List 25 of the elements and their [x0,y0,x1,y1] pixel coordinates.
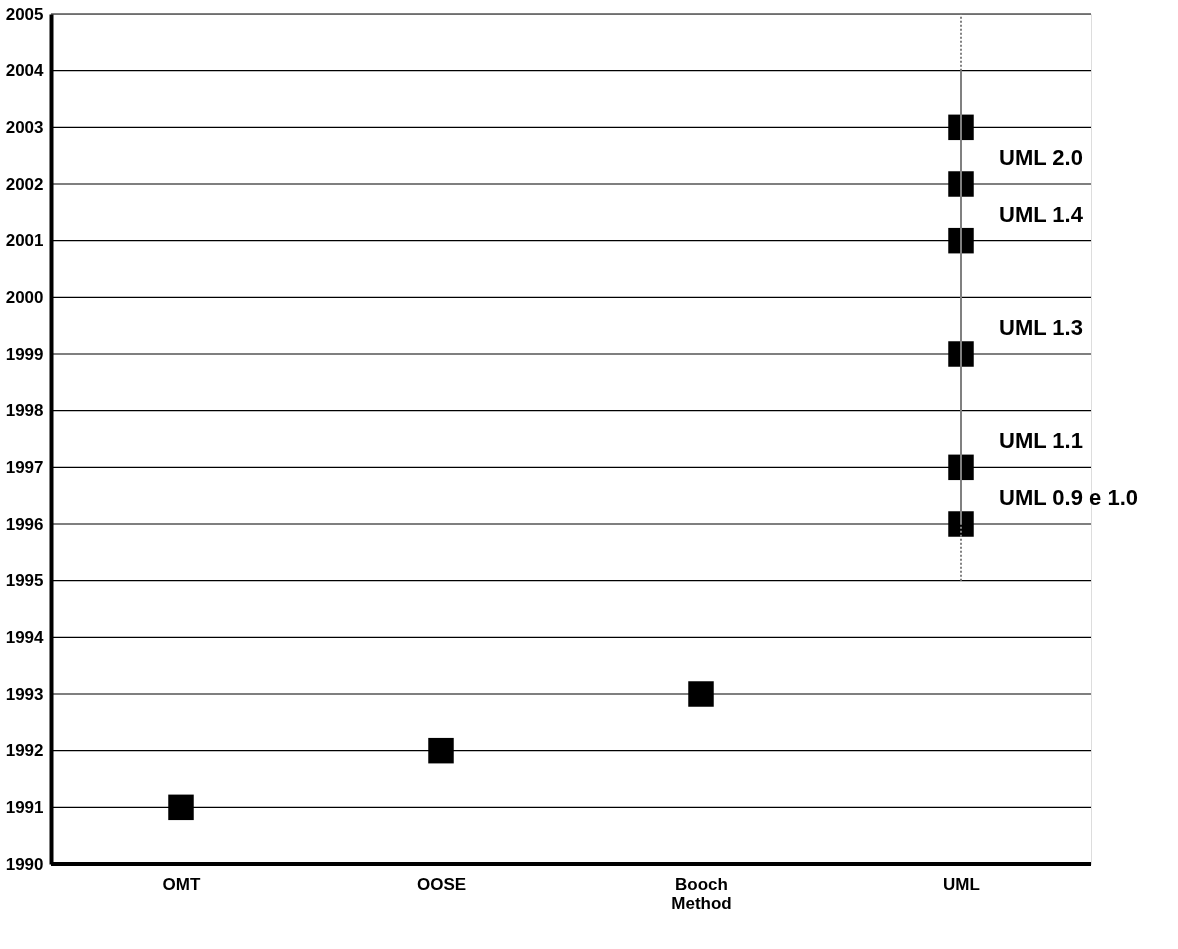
annotation: UML 1.1 [999,428,1083,454]
y-tick-label: 1995 [5,571,44,591]
y-tick-label: 1997 [5,457,44,477]
y-tick-label: 2002 [5,174,44,194]
y-tick-label: 2001 [5,231,44,251]
y-tick-label: 1993 [5,684,44,704]
x-tick-label: OMT [162,874,201,894]
y-tick-label: 2003 [5,117,44,137]
y-tick-label: 1999 [5,344,44,364]
y-tick-label: 1990 [5,854,44,874]
annotation: UML 1.4 [999,201,1084,227]
annotation: UML 1.3 [999,315,1083,340]
y-tick-label: 1992 [5,741,44,761]
y-tick-label: 1994 [5,627,45,647]
annotation: UML 2.0 [999,145,1083,170]
y-tick-label: 1991 [5,797,44,817]
annotation: UML 0.9 e 1.0 [999,485,1138,510]
x-tick-label: UML [943,874,980,894]
x-tick-label: Booch Method [671,874,732,913]
y-tick-label: 1998 [5,401,44,421]
y-tick-label: 1996 [5,514,44,534]
y-tick-label: 2000 [5,287,44,307]
y-tick-label: 2005 [5,4,44,24]
y-tick-label: 2004 [5,61,45,81]
x-tick-label: OOSE [416,874,467,894]
